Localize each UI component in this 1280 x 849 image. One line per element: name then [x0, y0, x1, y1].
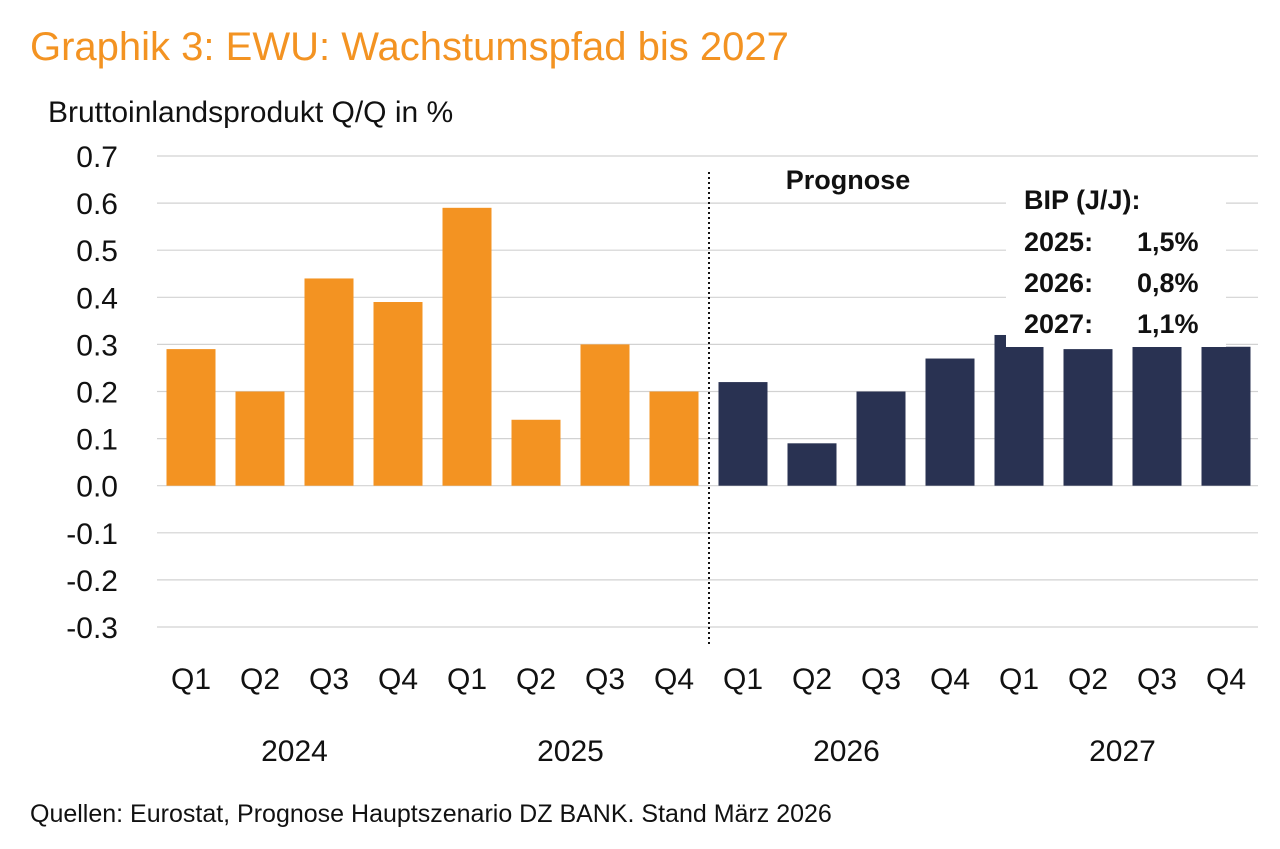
bar-7 — [649, 391, 699, 486]
y-tick-labels: 0.7 0.6 0.5 0.4 0.3 0.2 0.1 0.0 -0.1 -0.2 -0.3 — [66, 141, 118, 645]
bar-1 — [235, 391, 285, 486]
y-tick-label: 0.6 — [76, 188, 118, 221]
chart-title: Graphik 3: EWU: Wachstumspfad bis 2027 — [30, 25, 789, 69]
year-label: 2026 — [813, 735, 880, 768]
bar-4 — [442, 207, 492, 486]
bar-15 — [1201, 346, 1251, 486]
bar-9 — [787, 443, 837, 486]
bar-3 — [373, 302, 423, 486]
x-tick-label: Q1 — [171, 663, 211, 696]
x-tick-label: Q3 — [861, 663, 901, 696]
y-tick-label: 0.3 — [76, 329, 118, 362]
x-tick-labels: Q1 Q2 Q3 Q4 Q1 Q2 Q3 Q4 Q1 Q2 Q3 Q4 Q1 Q2 Q3 Q4 — [171, 663, 1246, 696]
annotation-year-2027: 2027: — [1024, 309, 1093, 339]
y-tick-label: 0.7 — [76, 141, 118, 174]
x-tick-label: Q4 — [378, 663, 418, 696]
x-tick-label: Q3 — [585, 663, 625, 696]
y-tick-label: -0.1 — [66, 518, 118, 551]
x-tick-label: Q2 — [1068, 663, 1108, 696]
annotation-year-2025: 2025: — [1024, 227, 1093, 257]
y-tick-label: 0.0 — [76, 471, 118, 504]
y-tick-label: -0.2 — [66, 565, 118, 598]
bar-12 — [994, 334, 1044, 486]
year-label: 2027 — [1089, 735, 1156, 768]
bar-13 — [1063, 349, 1113, 486]
x-tick-label: Q1 — [999, 663, 1039, 696]
y-tick-label: 0.2 — [76, 377, 118, 410]
annotation-background — [1006, 183, 1226, 347]
source-note: Quellen: Eurostat, Prognose Hauptszenari… — [30, 800, 832, 828]
x-tick-label: Q4 — [654, 663, 694, 696]
bar-11 — [925, 358, 975, 486]
annotation-value-2027: 1,1% — [1137, 309, 1199, 339]
x-tick-label: Q2 — [240, 663, 280, 696]
x-tick-label: Q4 — [1206, 663, 1246, 696]
x-tick-label: Q2 — [792, 663, 832, 696]
annotation-heading: BIP (J/J): — [1024, 185, 1141, 215]
x-tick-label: Q4 — [930, 663, 970, 696]
annotation-value-2025: 1,5% — [1137, 227, 1199, 257]
annotation-value-2026: 0,8% — [1137, 268, 1199, 298]
y-axis-label: Bruttoinlandsprodukt Q/Q in % — [48, 96, 453, 129]
x-tick-label: Q1 — [447, 663, 487, 696]
x-tick-label: Q2 — [516, 663, 556, 696]
y-tick-label: 0.1 — [76, 424, 118, 457]
year-labels: 2024 2025 2026 2027 — [261, 735, 1156, 768]
y-tick-label: 0.4 — [76, 282, 118, 315]
bar-0 — [166, 349, 216, 486]
bar-5 — [511, 419, 561, 486]
bar-8 — [718, 382, 768, 486]
year-label: 2025 — [537, 735, 604, 768]
annotation-year-2026: 2026: — [1024, 268, 1093, 298]
bip-annotation: BIP (J/J): 2025: 1,5% 2026: 0,8% 2027: 1… — [1006, 183, 1226, 347]
year-label: 2024 — [261, 735, 328, 768]
y-tick-label: -0.3 — [66, 612, 118, 645]
forecast-label: Prognose — [786, 165, 911, 195]
x-tick-label: Q1 — [723, 663, 763, 696]
bar-14 — [1132, 346, 1182, 486]
bars — [166, 207, 1251, 486]
bar-10 — [856, 391, 906, 486]
x-tick-label: Q3 — [1137, 663, 1177, 696]
y-tick-label: 0.5 — [76, 235, 118, 268]
bar-2 — [304, 278, 354, 486]
x-tick-label: Q3 — [309, 663, 349, 696]
bar-6 — [580, 344, 630, 486]
